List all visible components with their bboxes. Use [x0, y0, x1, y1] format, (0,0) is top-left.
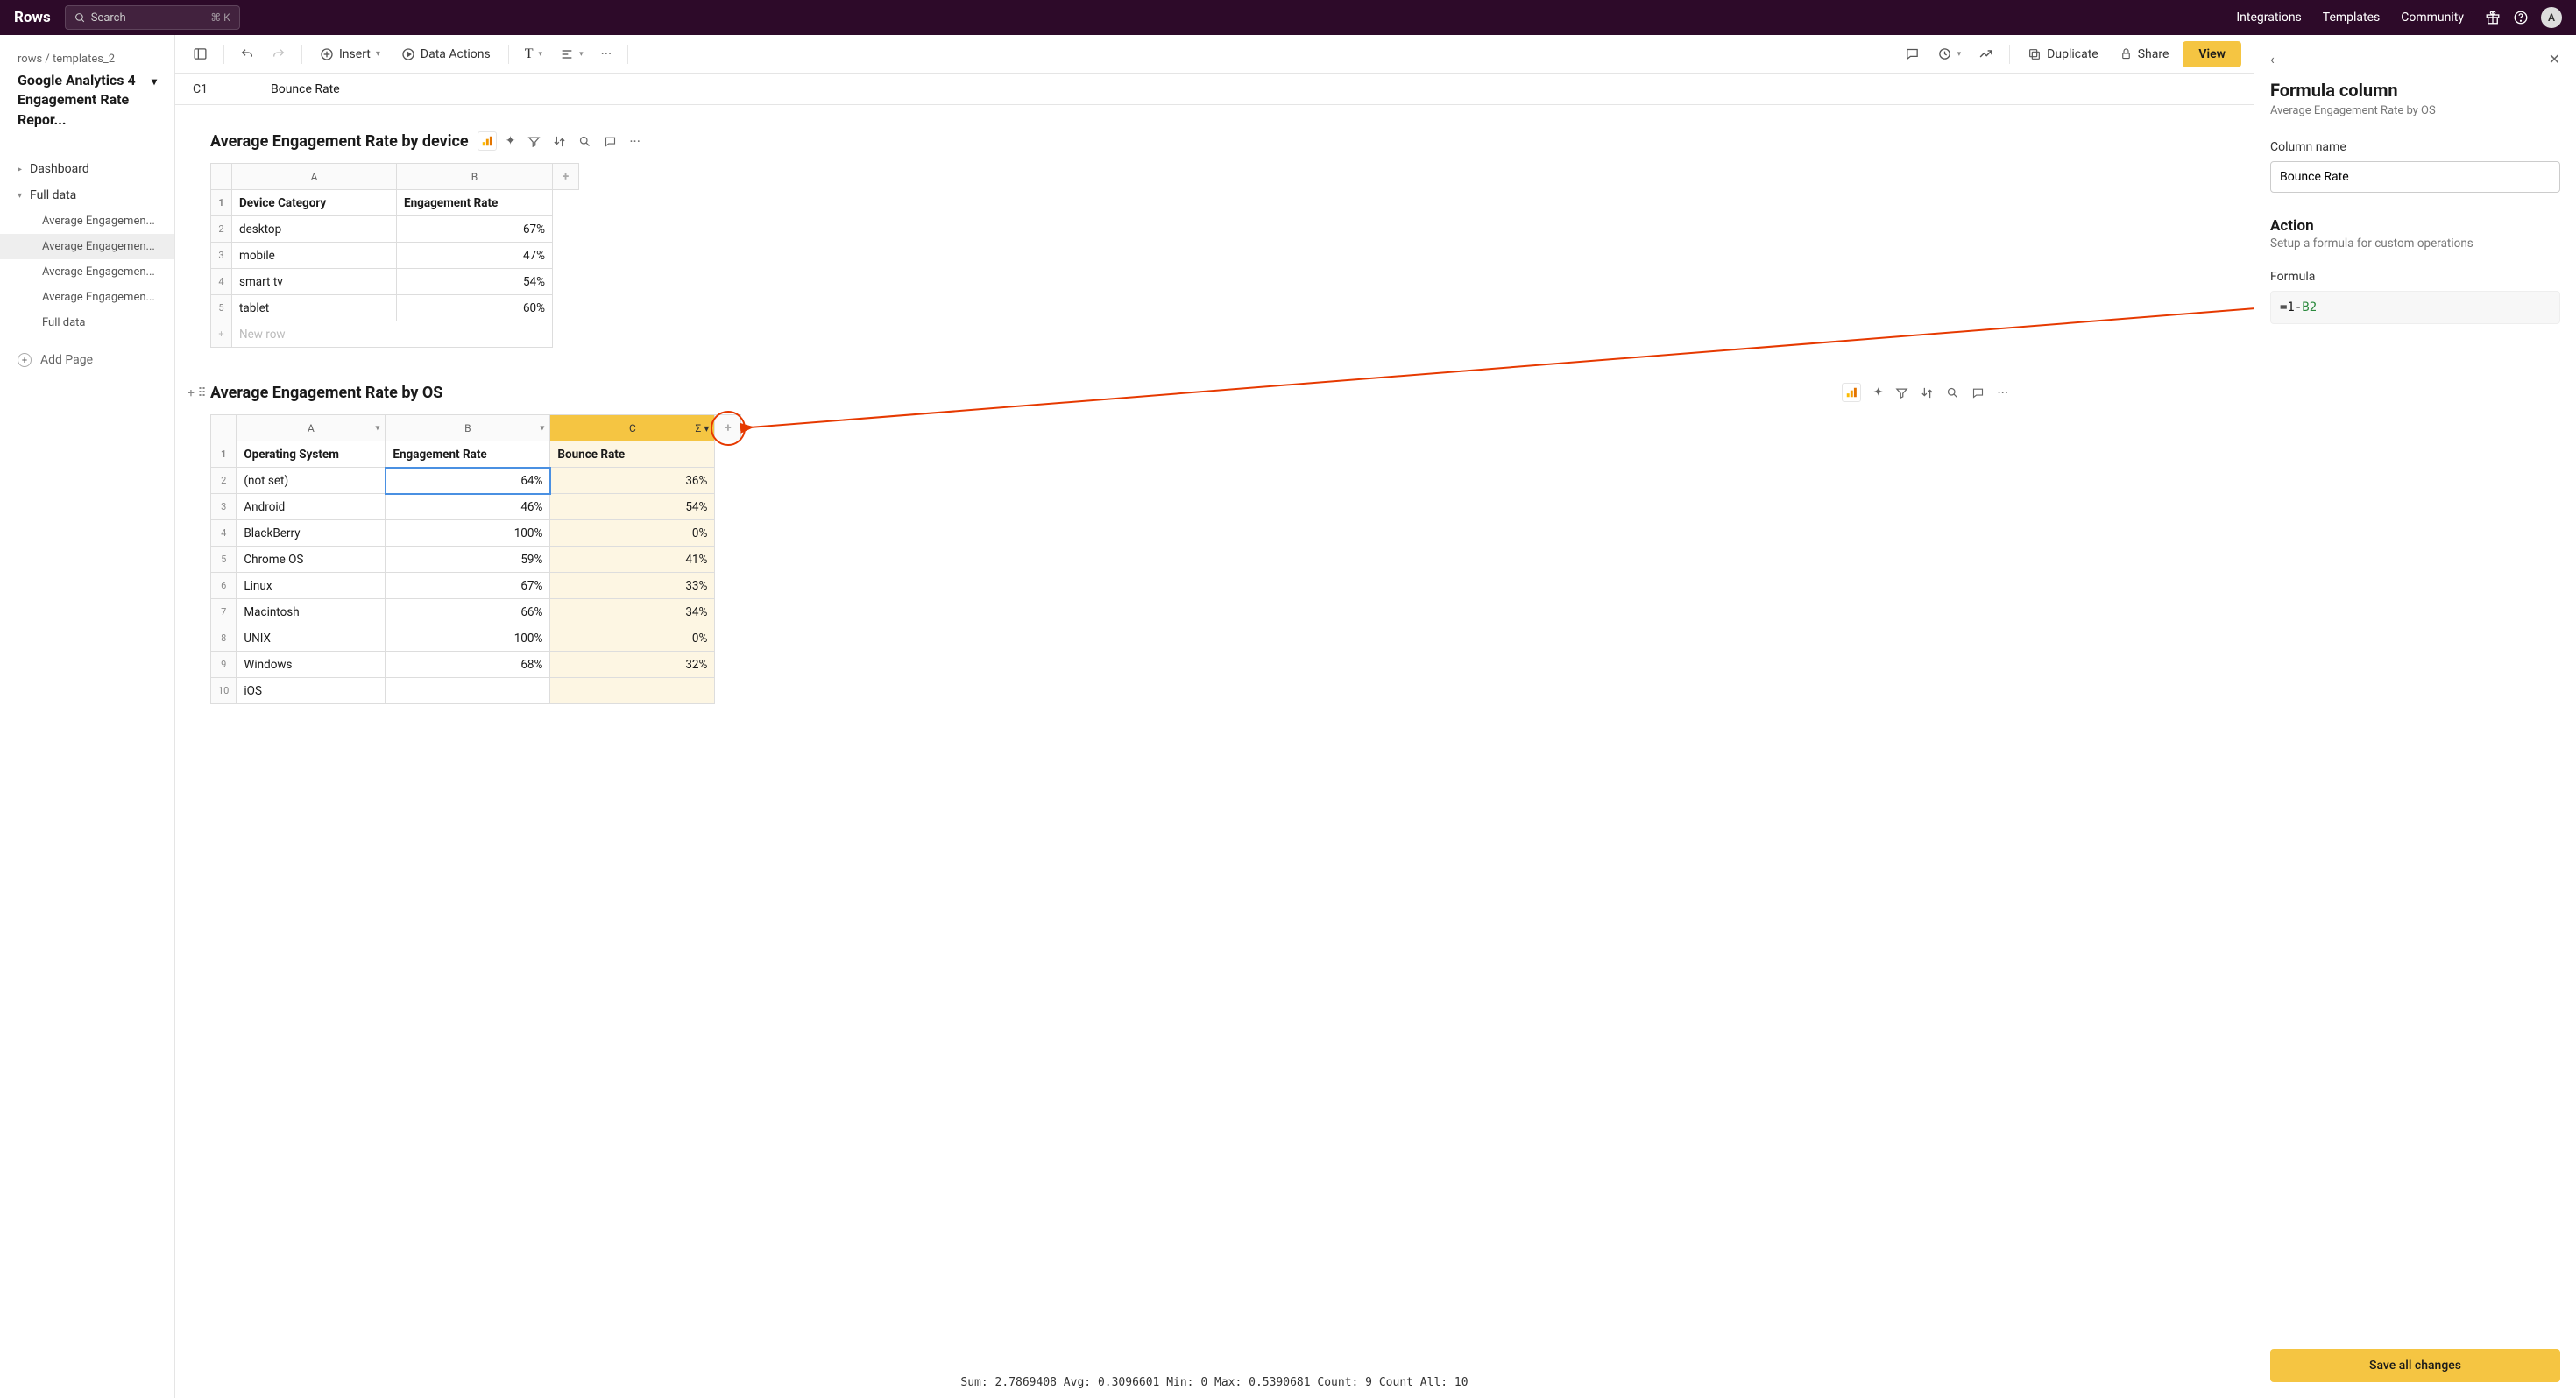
main-area: Insert ▾ Data Actions T▾ ▾ ··· ▾ Duplica… [175, 35, 2254, 1398]
nav-community[interactable]: Community [2401, 11, 2464, 25]
doc-title[interactable]: Google Analytics 4 Engagement Rate Repor… [0, 71, 174, 130]
back-icon[interactable]: ‹ [2270, 51, 2275, 67]
sidebar-nested-2[interactable]: Average Engagemen... [0, 259, 174, 285]
share-button[interactable]: Share [2112, 44, 2176, 65]
insert-button[interactable]: Insert ▾ [313, 44, 387, 65]
filter-icon[interactable] [1895, 386, 1908, 399]
plus-circle-icon: + [18, 353, 32, 367]
chevron-down-icon[interactable]: ▾ [375, 423, 379, 433]
panel-subtitle: Average Engagement Rate by OS [2270, 104, 2560, 117]
copy-icon [2028, 47, 2042, 61]
add-page-button[interactable]: + Add Page [0, 344, 174, 376]
logo[interactable]: Rows [14, 9, 51, 26]
comment-table-icon[interactable] [604, 135, 617, 148]
sidebar-nested-4[interactable]: Full data [0, 310, 174, 335]
action-heading: Action [2270, 217, 2560, 235]
ai-icon[interactable]: ✦ [1873, 385, 1884, 399]
sidebar-nested-1[interactable]: Average Engagemen... [0, 234, 174, 259]
play-circle-icon [401, 47, 415, 61]
save-button[interactable]: Save all changes [2270, 1349, 2560, 1382]
comment-button[interactable] [1900, 43, 1925, 65]
close-icon[interactable]: ✕ [2549, 51, 2560, 67]
table-title-os[interactable]: Average Engagement Rate by OS [210, 384, 442, 402]
search-placeholder: Search [91, 11, 210, 25]
align-button[interactable]: ▾ [555, 44, 589, 65]
search-shortcut: ⌘ K [210, 11, 230, 24]
nav-integrations[interactable]: Integrations [2236, 11, 2301, 25]
add-block-handle[interactable]: + ⠿ [188, 386, 207, 400]
table-block-device: Average Engagement Rate by device ✦ ··· … [175, 131, 2254, 348]
search-input[interactable]: Search ⌘ K [65, 5, 240, 30]
avatar[interactable]: A [2541, 7, 2562, 28]
column-name-input[interactable] [2270, 161, 2560, 193]
help-icon[interactable] [2513, 10, 2529, 25]
ga-icon [1842, 383, 1861, 402]
data-actions-button[interactable]: Data Actions [394, 44, 498, 65]
more-format-button[interactable]: ··· [596, 42, 618, 66]
more-table-icon[interactable]: ··· [1997, 385, 2008, 401]
undo-button[interactable] [235, 44, 259, 65]
search-table-icon[interactable] [578, 135, 591, 148]
add-column-button[interactable]: + [553, 164, 579, 190]
formula-input[interactable]: =1-B2 [2270, 291, 2560, 324]
text-format-button[interactable]: T▾ [520, 43, 548, 66]
breadcrumb: rows / templates_2 [0, 53, 174, 71]
caret-right-icon: ▸ [18, 165, 30, 174]
status-bar: Sum: 2.7869408 Avg: 0.3096601 Min: 0 Max… [960, 1376, 1468, 1389]
view-button[interactable]: View [2183, 41, 2241, 67]
new-row-button[interactable]: New row [232, 321, 553, 348]
gift-icon[interactable] [2485, 10, 2501, 25]
search-table-icon[interactable] [1946, 386, 1959, 399]
nav-templates[interactable]: Templates [2323, 11, 2381, 25]
sidebar-nested-0[interactable]: Average Engagemen... [0, 208, 174, 234]
table-device[interactable]: AB+ 1Device CategoryEngagement Rate 2des… [210, 163, 579, 348]
history-button[interactable]: ▾ [1932, 43, 1967, 65]
panel-title: Formula column [2270, 80, 2560, 101]
redo-button[interactable] [266, 44, 291, 65]
formula-bar-value[interactable]: Bounce Rate [271, 82, 340, 96]
caret-down-icon: ▾ [18, 191, 30, 201]
chevron-down-icon[interactable]: ▾ [152, 71, 157, 89]
sort-icon[interactable] [553, 135, 566, 148]
ga-icon [478, 131, 497, 151]
formula-panel: ‹ ✕ Formula column Average Engagement Ra… [2254, 35, 2576, 1398]
chevron-down-icon[interactable]: ▾ [540, 423, 544, 433]
trend-button[interactable] [1973, 43, 1999, 65]
comment-table-icon[interactable] [1971, 386, 1985, 399]
formula-label: Formula [2270, 270, 2560, 284]
topbar: Rows Search ⌘ K Integrations Templates C… [0, 0, 2576, 35]
filter-icon[interactable] [527, 135, 541, 148]
sort-icon[interactable] [1921, 386, 1934, 399]
sidebar-nested-3[interactable]: Average Engagemen... [0, 285, 174, 310]
canvas: Average Engagement Rate by device ✦ ··· … [175, 105, 2254, 1398]
formula-bar: C1 Bounce Rate [175, 74, 2254, 105]
more-table-icon[interactable]: ··· [629, 133, 640, 150]
duplicate-button[interactable]: Duplicate [2020, 44, 2105, 65]
table-os[interactable]: A▾ B▾ CΣ ▾ + 1Operating SystemEngagement… [210, 414, 741, 704]
table-block-os: + ⠿ Average Engagement Rate by OS ✦ ··· [175, 383, 2254, 704]
toolbar: Insert ▾ Data Actions T▾ ▾ ··· ▾ Duplica… [175, 35, 2254, 74]
formula-indicator-icon[interactable]: Σ ▾ [696, 422, 710, 434]
action-subtitle: Setup a formula for custom operations [2270, 237, 2560, 251]
sidebar-item-fulldata[interactable]: ▾Full data [0, 182, 174, 208]
ai-icon[interactable]: ✦ [506, 134, 516, 148]
sidebar: rows / templates_2 Google Analytics 4 En… [0, 35, 175, 1398]
search-icon [74, 12, 86, 24]
add-column-button[interactable]: + [715, 415, 741, 441]
plus-circle-icon [320, 47, 334, 61]
breadcrumb-root[interactable]: rows [18, 53, 42, 66]
table-title-device[interactable]: Average Engagement Rate by device [210, 132, 469, 151]
cell-reference[interactable]: C1 [193, 82, 245, 96]
sidebar-item-dashboard[interactable]: ▸Dashboard [0, 156, 174, 182]
toggle-sidebar-button[interactable] [188, 43, 213, 65]
breadcrumb-folder[interactable]: templates_2 [53, 53, 115, 66]
column-name-label: Column name [2270, 140, 2560, 154]
lock-icon [2120, 47, 2133, 60]
